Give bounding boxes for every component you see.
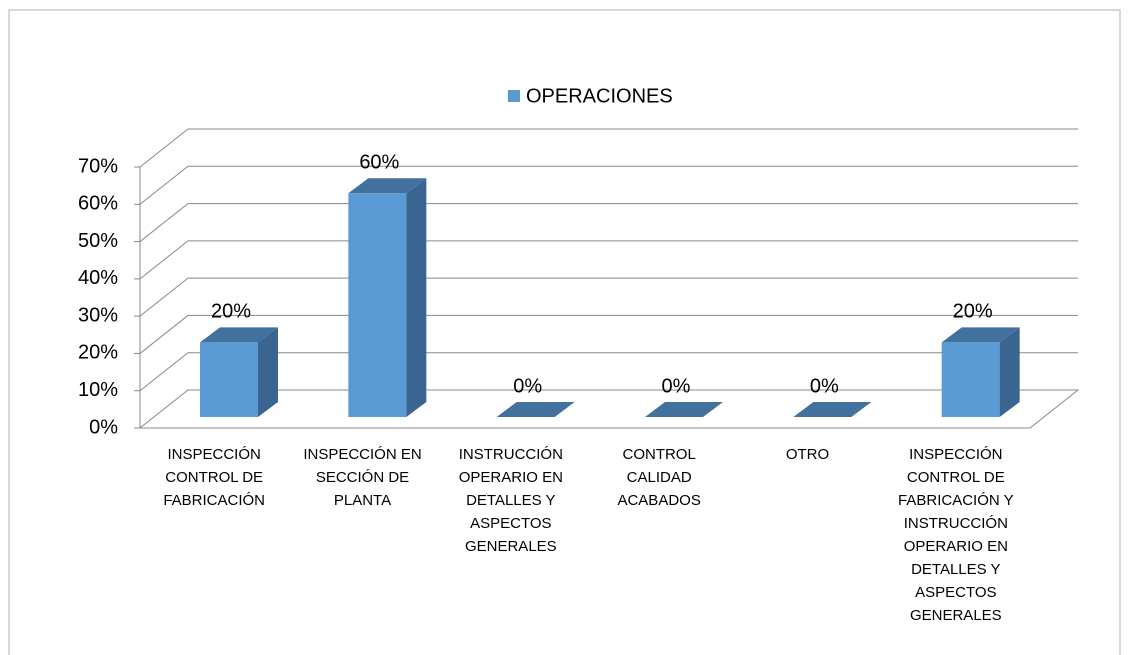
legend-label: OPERACIONES bbox=[526, 85, 673, 107]
bar-side bbox=[406, 178, 427, 417]
y-tick-label: 0% bbox=[89, 416, 118, 438]
bar-top bbox=[793, 402, 872, 417]
grid-line bbox=[139, 165, 1078, 205]
y-tick-label: 40% bbox=[78, 267, 118, 289]
value-label: 20% bbox=[211, 301, 251, 323]
value-label: 0% bbox=[662, 375, 691, 397]
bar-front bbox=[348, 193, 407, 417]
bar bbox=[793, 402, 872, 417]
legend-swatch bbox=[508, 90, 520, 102]
x-tick-label: INSPECCIÓN CONTROL DE FABRICACIÓN Y INST… bbox=[898, 446, 1014, 624]
y-tick-label: 50% bbox=[78, 230, 118, 252]
bar bbox=[200, 327, 278, 417]
x-tick-label: INSPECCIÓN CONTROL DE FABRICACIÓN bbox=[163, 446, 265, 509]
value-label: 60% bbox=[359, 152, 399, 174]
bar-top bbox=[200, 327, 278, 343]
bar-top bbox=[645, 402, 723, 417]
grid-line bbox=[139, 277, 1078, 317]
x-tick-label: OTRO bbox=[785, 446, 830, 463]
grid-line bbox=[139, 240, 1078, 280]
bar bbox=[496, 402, 575, 417]
value-label: 0% bbox=[513, 375, 542, 397]
x-tick-label: INSPECCIÓN EN SECCIÓN DE PLANTA bbox=[303, 446, 422, 509]
grid-line bbox=[139, 203, 1078, 242]
bar bbox=[645, 402, 723, 417]
bar-side bbox=[999, 327, 1020, 417]
value-label: 20% bbox=[953, 301, 993, 323]
y-tick-label: 10% bbox=[78, 379, 118, 401]
bar-top bbox=[496, 402, 575, 417]
floor bbox=[138, 389, 1080, 429]
y-tick-label: 70% bbox=[78, 155, 118, 177]
y-tick-label: 60% bbox=[78, 193, 118, 215]
bar bbox=[941, 327, 1020, 417]
bar-top bbox=[348, 178, 427, 194]
y-tick-label: 20% bbox=[78, 342, 118, 364]
chart-border bbox=[8, 9, 1121, 655]
grid-line bbox=[139, 314, 1078, 354]
bar-front bbox=[941, 342, 1000, 417]
x-tick-label: CONTROL CALIDAD ACABADOS bbox=[617, 446, 701, 509]
bar-front bbox=[200, 342, 258, 417]
bar-top bbox=[941, 327, 1020, 343]
bar bbox=[348, 178, 427, 417]
bar-side bbox=[258, 327, 278, 417]
x-tick-label: INSTRUCCIÓN OPERARIO EN DETALLES Y ASPEC… bbox=[458, 446, 563, 555]
y-tick-label: 30% bbox=[78, 304, 118, 326]
value-label: 0% bbox=[810, 375, 839, 397]
grid-line bbox=[139, 128, 1078, 168]
grid-line bbox=[139, 352, 1078, 392]
